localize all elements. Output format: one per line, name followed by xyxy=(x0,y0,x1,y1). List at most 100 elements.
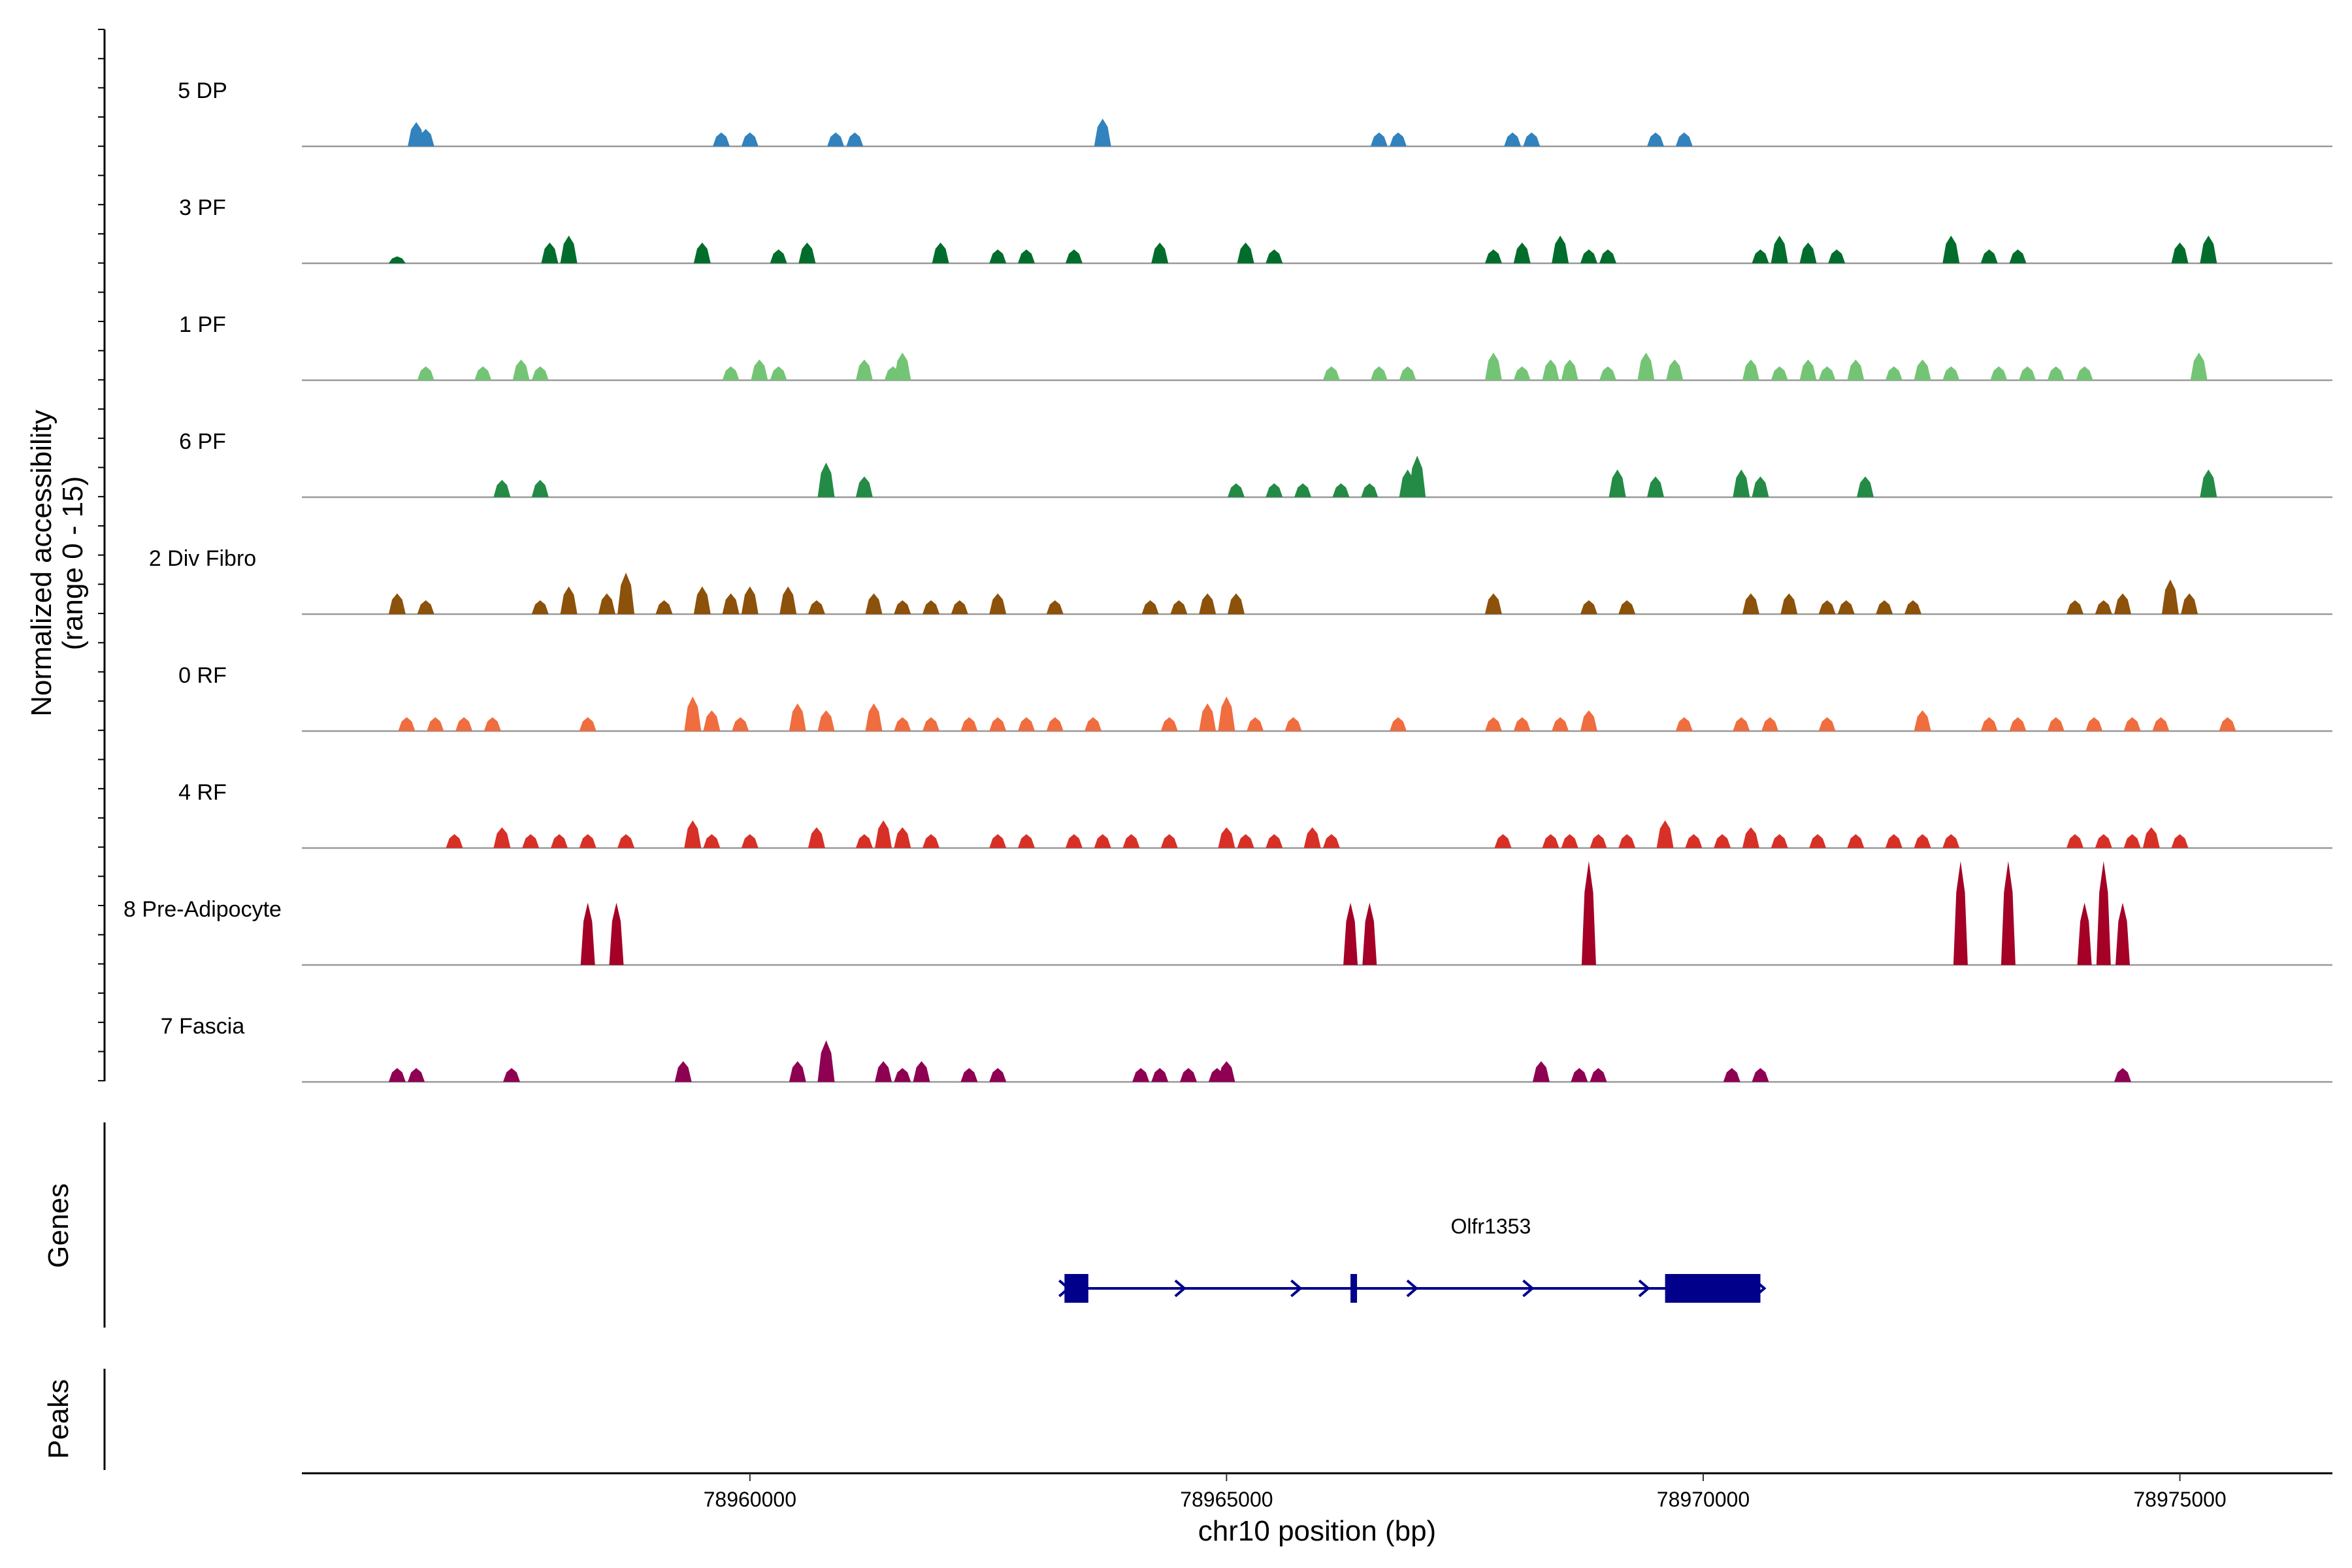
coverage-peak xyxy=(2181,593,2198,614)
coverage-peak xyxy=(1094,118,1111,146)
coverage-peak xyxy=(1370,132,1388,146)
coverage-peak xyxy=(1303,827,1321,848)
coverage-peak xyxy=(1637,352,1655,380)
coverage-peak xyxy=(713,132,730,146)
coverage-peak xyxy=(1132,1068,1150,1082)
coverage-peak xyxy=(1218,1061,1235,1082)
track-0-rf: 0 RF xyxy=(178,663,2332,732)
coverage-peak xyxy=(1818,366,1836,380)
coverage-peak xyxy=(722,366,740,380)
track-1-pf: 1 PF xyxy=(179,312,2332,382)
coverage-peak xyxy=(1799,359,1817,380)
coverage-peak xyxy=(1885,834,1903,848)
coverage-peak xyxy=(1141,600,1159,614)
coverage-peak xyxy=(913,1061,930,1082)
coverage-peak xyxy=(1942,366,1960,380)
coverage-peak xyxy=(1580,710,1597,731)
coverage-peak xyxy=(2152,717,2170,731)
coverage-peak xyxy=(741,132,759,146)
coverage-peak xyxy=(1332,483,1350,497)
coverage-peak xyxy=(1847,359,1865,380)
coverage-peak xyxy=(1609,469,1626,497)
coverage-peak xyxy=(808,600,825,614)
coverage-peak xyxy=(1990,366,2008,380)
coverage-peak xyxy=(1199,593,1217,614)
coverage-peak xyxy=(580,902,595,965)
track-label: 4 RF xyxy=(178,780,227,805)
coverage-peak xyxy=(417,600,434,614)
coverage-peak xyxy=(1343,902,1358,965)
coverage-peak xyxy=(875,820,892,848)
coverage-peak xyxy=(2009,249,2027,263)
coverage-peak xyxy=(865,593,883,614)
track-label: 7 Fascia xyxy=(161,1014,245,1039)
coverage-peak xyxy=(2161,580,2179,614)
coverage-peak xyxy=(2066,600,2083,614)
coverage-peak xyxy=(474,366,492,380)
track-6-pf: 6 PF xyxy=(179,429,2332,498)
coverage-peak xyxy=(455,717,473,731)
coverage-peak xyxy=(1399,366,1416,380)
coverage-peak xyxy=(1809,834,1827,848)
coverage-peak xyxy=(2047,366,2065,380)
coverage-peak xyxy=(2095,600,2112,614)
coverage-peak xyxy=(1742,359,1759,380)
coverage-peak xyxy=(894,827,911,848)
coverage-peak xyxy=(1513,366,1531,380)
coverage-peak xyxy=(2219,717,2236,731)
track-label: 2 Div Fibro xyxy=(149,546,256,571)
coverage-peak xyxy=(1752,249,1769,263)
coverage-peak xyxy=(875,1061,892,1082)
coverage-peak xyxy=(655,600,673,614)
track-label: 6 PF xyxy=(179,429,226,454)
coverage-peak xyxy=(2114,593,2131,614)
coverage-peak xyxy=(1818,717,1836,731)
coverage-peak xyxy=(2123,717,2141,731)
coverage-peak xyxy=(1018,834,1035,848)
coverage-peak xyxy=(1771,366,1788,380)
coverage-peak xyxy=(446,834,463,848)
coverage-peak xyxy=(1218,827,1235,848)
x-tick-label: 78965000 xyxy=(1180,1488,1273,1511)
coverage-peak xyxy=(1237,242,1254,263)
coverage-peak xyxy=(1914,359,1931,380)
coverage-peak xyxy=(1170,600,1188,614)
coverage-peak xyxy=(1828,249,1846,263)
coverage-peak xyxy=(1065,834,1083,848)
coverage-peak xyxy=(1484,593,1502,614)
coverage-peak xyxy=(1647,476,1664,497)
coverage-peak xyxy=(789,703,806,731)
gene-exon xyxy=(1350,1274,1358,1303)
coverage-peak xyxy=(1675,717,1693,731)
coverage-peak xyxy=(551,834,568,848)
coverage-peak xyxy=(951,600,968,614)
coverage-peak xyxy=(2076,366,2093,380)
coverage-peak xyxy=(855,834,873,848)
coverage-peak xyxy=(894,717,911,731)
peaks-track-title: Peaks xyxy=(42,1379,74,1459)
coverage-peak xyxy=(884,366,902,380)
coverage-peak xyxy=(1752,476,1769,497)
coverage-peak xyxy=(1322,366,1340,380)
coverage-peak xyxy=(2096,861,2111,965)
coverage-peak xyxy=(989,593,1007,614)
coverage-peak xyxy=(770,249,787,263)
coverage-peak xyxy=(846,132,864,146)
gene-name-label: Olfr1353 xyxy=(1451,1215,1531,1238)
coverage-peak xyxy=(1752,1068,1769,1082)
coverage-peak xyxy=(1876,600,1893,614)
coverage-peak xyxy=(1780,593,1798,614)
coverage-peak xyxy=(1094,834,1111,848)
coverage-peak xyxy=(512,359,530,380)
strand-arrow xyxy=(1290,1279,1303,1298)
coverage-peak xyxy=(1618,834,1636,848)
gene-track: Olfr1353 xyxy=(1058,1215,1767,1303)
coverage-peak xyxy=(960,1068,978,1082)
coverage-peak xyxy=(865,703,883,731)
coverage-peak xyxy=(798,242,816,263)
track-3-pf: 3 PF xyxy=(179,195,2332,265)
coverage-peak xyxy=(1494,834,1512,848)
coverage-peak xyxy=(1761,717,1779,731)
coverage-peak xyxy=(1857,476,1874,497)
coverage-peak xyxy=(388,593,406,614)
